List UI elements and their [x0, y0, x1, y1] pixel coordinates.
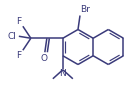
Text: F: F	[16, 51, 21, 60]
Text: F: F	[16, 17, 21, 26]
Text: N: N	[59, 69, 66, 78]
Text: O: O	[40, 54, 47, 63]
Text: Cl: Cl	[7, 32, 16, 41]
Text: Br: Br	[80, 5, 90, 14]
